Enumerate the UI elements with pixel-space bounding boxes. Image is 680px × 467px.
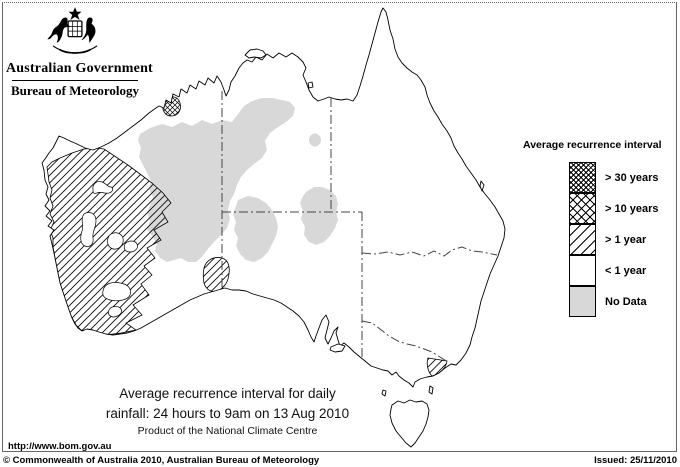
footer-bar: © Commonwealth of Australia 2010, Austra… xyxy=(0,455,680,467)
legend-item-gt10: > 10 years xyxy=(569,192,675,224)
legend-title: Average recurrence interval xyxy=(523,139,662,151)
gt-1-year-region-sa-coast xyxy=(202,257,230,292)
legend-item-gt30: > 30 years xyxy=(569,162,675,193)
agency-header: Australian Government Bureau of Meteorol… xyxy=(6,6,153,99)
lt-1-year-holes xyxy=(80,181,138,318)
legend: Average recurrence interval > 30 years >… xyxy=(523,139,675,317)
legend-swatch-no-data xyxy=(569,285,596,317)
legend-label: > 1 year xyxy=(605,233,647,246)
caption-line-3: Product of the National Climate Centre xyxy=(137,425,318,437)
legend-item-gt1: > 1 year xyxy=(569,223,675,255)
legend-label: No Data xyxy=(605,295,647,308)
caption-line-2: rainfall: 24 hours to 9am on 13 Aug 2010 xyxy=(105,406,350,421)
state-borders xyxy=(221,91,498,363)
legend-label: < 1 year xyxy=(605,264,647,277)
legend-swatch-crosshatch xyxy=(569,192,596,224)
no-data-region xyxy=(138,98,338,262)
legend-rows: > 30 years > 10 years > 1 year < 1 year … xyxy=(569,162,675,317)
flinders-island xyxy=(428,385,434,395)
groote-eylandt xyxy=(307,81,314,89)
bureau-title: Bureau of Meteorology xyxy=(10,83,140,98)
legend-swatch-white xyxy=(569,254,596,286)
copyright-text: © Commonwealth of Australia 2010, Austra… xyxy=(3,455,320,466)
tasmania-outline xyxy=(389,399,430,448)
legend-label: > 10 years xyxy=(605,202,659,215)
caption-line-1: Average recurrence interval for daily xyxy=(119,386,336,401)
australia-mainland-fill xyxy=(42,8,505,387)
map-caption: Average recurrence interval for daily ra… xyxy=(40,384,415,439)
issued-date-text: Issued: 25/11/2010 xyxy=(594,455,677,466)
coat-of-arms-icon xyxy=(47,7,98,54)
header-divider xyxy=(12,80,138,81)
legend-item-lt1: < 1 year xyxy=(569,254,675,286)
legend-label: > 30 years xyxy=(605,171,659,184)
fraser-island xyxy=(479,180,485,192)
king-island xyxy=(381,389,387,397)
legend-swatch-diagonal-hatch xyxy=(569,223,596,255)
government-title: Australian Government xyxy=(6,61,153,76)
islands xyxy=(244,48,485,448)
kangaroo-island xyxy=(329,343,346,353)
legend-swatch-dense-crosshatch xyxy=(569,162,596,193)
bom-url-text: http://www.bom.gov.au xyxy=(8,441,112,452)
legend-item-nodata: No Data xyxy=(569,285,675,317)
map-frame xyxy=(2,2,677,452)
melville-island xyxy=(244,48,267,59)
australia-coastline xyxy=(41,7,506,388)
